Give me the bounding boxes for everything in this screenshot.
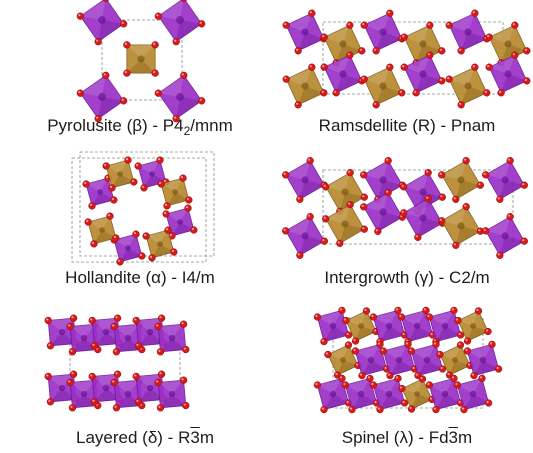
spinel-panel: Spinel (λ) - Fd3m bbox=[283, 306, 531, 453]
pyrolusite-panel: Pyrolusite (β) - P42/mnm bbox=[40, 0, 240, 142]
hollandite-structure-image bbox=[71, 151, 215, 266]
hollandite-panel: Hollandite (α) - I4/m bbox=[20, 151, 260, 292]
intergrowth-structure-image bbox=[282, 157, 528, 259]
spinel-caption: Spinel (λ) - Fd3m bbox=[341, 428, 473, 447]
pyrolusite-caption: Pyrolusite (β) - P42/mnm bbox=[47, 116, 233, 138]
hollandite-caption: Hollandite (α) - I4/m bbox=[65, 268, 215, 287]
intergrowth-caption: Intergrowth (γ) - C2/m bbox=[324, 268, 490, 287]
layered-panel: Layered (δ) - R3m bbox=[30, 308, 260, 453]
ramsdellite-caption: Ramsdellite (R) - Pnam bbox=[318, 116, 496, 135]
layered-structure-image bbox=[44, 314, 190, 412]
ramsdellite-structure-image bbox=[282, 9, 531, 109]
ramsdellite-panel: Ramsdellite (R) - Pnam bbox=[282, 2, 531, 142]
pyrolusite-structure-image bbox=[76, 0, 206, 123]
spinel-structure-image bbox=[313, 306, 503, 414]
intergrowth-panel: Intergrowth (γ) - C2/m bbox=[282, 152, 531, 292]
layered-caption: Layered (δ) - R3m bbox=[76, 428, 214, 447]
